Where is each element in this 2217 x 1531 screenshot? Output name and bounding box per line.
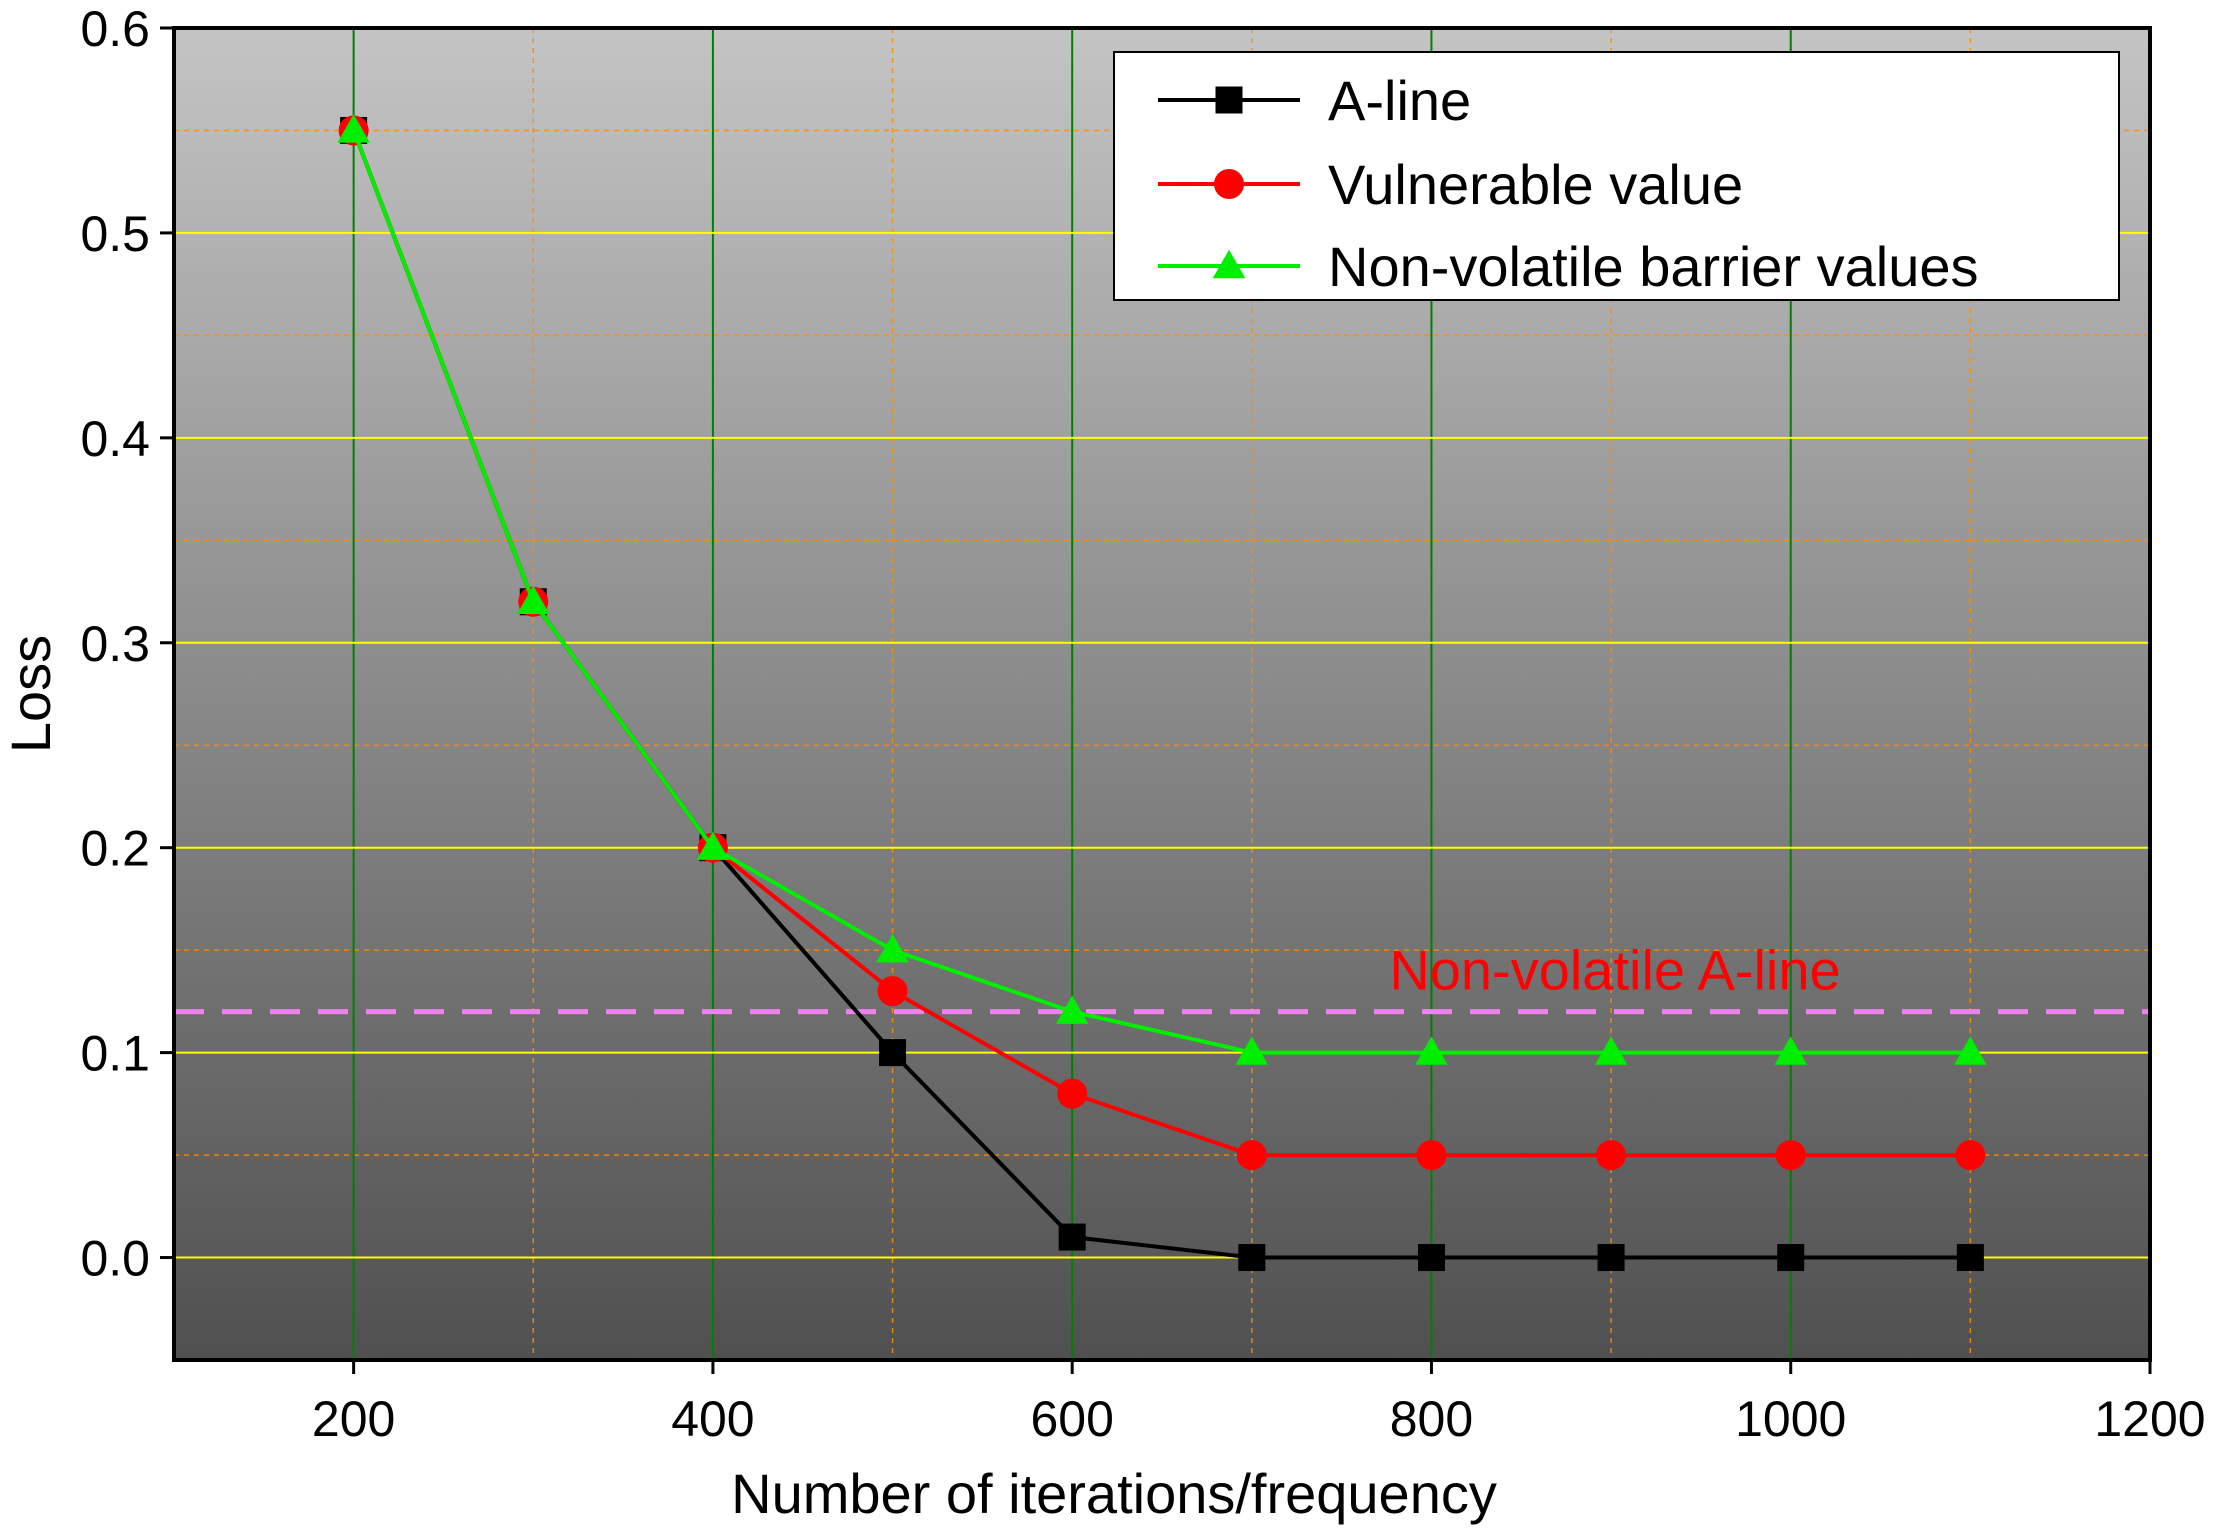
legend-marker	[1215, 86, 1243, 114]
plot-frame	[172, 26, 2152, 1362]
series-non-volatile-barrier-values	[337, 114, 1987, 1065]
data-point	[1597, 1244, 1625, 1272]
data-point	[1956, 1244, 1984, 1272]
legend-box	[1113, 51, 2120, 301]
x-tick-label: 600	[1030, 1391, 1113, 1447]
data-point	[1594, 1036, 1628, 1065]
y-tick-label: 0.3	[80, 616, 150, 672]
legend: A-line Vulnerable value Non-volatile barri…	[1113, 51, 2120, 301]
legend-label: Non-volatile barrier values	[1328, 235, 1979, 298]
x-tick-label: 1200	[2094, 1391, 2205, 1447]
data-point	[1235, 1036, 1269, 1065]
data-point	[1775, 1140, 1806, 1171]
x-tick-label: 400	[671, 1391, 754, 1447]
data-point	[1596, 1140, 1627, 1171]
x-tick-label: 200	[312, 1391, 395, 1447]
data-point	[1416, 1140, 1447, 1171]
y-tick-label: 0.0	[80, 1231, 150, 1287]
reference-line-label: Non-volatile A-line	[1389, 939, 1840, 1002]
series-group	[337, 114, 1987, 1272]
data-point	[1238, 1244, 1266, 1272]
data-point	[1954, 1036, 1987, 1065]
data-point	[1777, 1244, 1805, 1272]
axes: 200 400 600 800 1000 1200 0.0 0.1 0.2 0.3 0.4 0.5 0.…	[80, 1, 2205, 1447]
data-point	[1417, 1244, 1445, 1272]
data-point	[696, 831, 730, 860]
data-point	[876, 933, 909, 963]
data-point	[1415, 1036, 1448, 1065]
data-point	[517, 585, 550, 614]
data-point	[1058, 1223, 1086, 1251]
data-point	[877, 976, 908, 1007]
y-tick-label: 0.2	[80, 821, 150, 877]
data-point	[337, 114, 370, 143]
data-point	[879, 1039, 907, 1067]
x-tick-label: 1000	[1735, 1391, 1846, 1447]
y-tick-label: 0.5	[80, 206, 150, 262]
y-tick-label: 0.4	[80, 411, 150, 467]
data-point	[1236, 1140, 1267, 1171]
legend-label: Vulnerable value	[1328, 153, 1743, 216]
legend-marker	[1212, 249, 1246, 279]
data-point	[1774, 1036, 1807, 1065]
x-axis-title: Number of iterations/frequency	[731, 1462, 1497, 1525]
legend-marker	[1214, 169, 1244, 199]
data-point	[1057, 1078, 1088, 1109]
x-tick-label: 800	[1390, 1391, 1473, 1447]
legend-label: A-line	[1328, 69, 1471, 132]
data-point	[1955, 1140, 1986, 1171]
data-point	[1055, 995, 1089, 1024]
y-tick-label: 0.6	[80, 1, 150, 57]
y-axis-title: Loss	[0, 635, 62, 753]
y-tick-label: 0.1	[80, 1026, 150, 1082]
series-line	[351, 129, 1971, 1055]
